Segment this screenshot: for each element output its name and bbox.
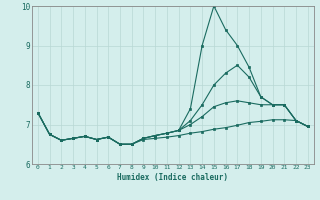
X-axis label: Humidex (Indice chaleur): Humidex (Indice chaleur) xyxy=(117,173,228,182)
